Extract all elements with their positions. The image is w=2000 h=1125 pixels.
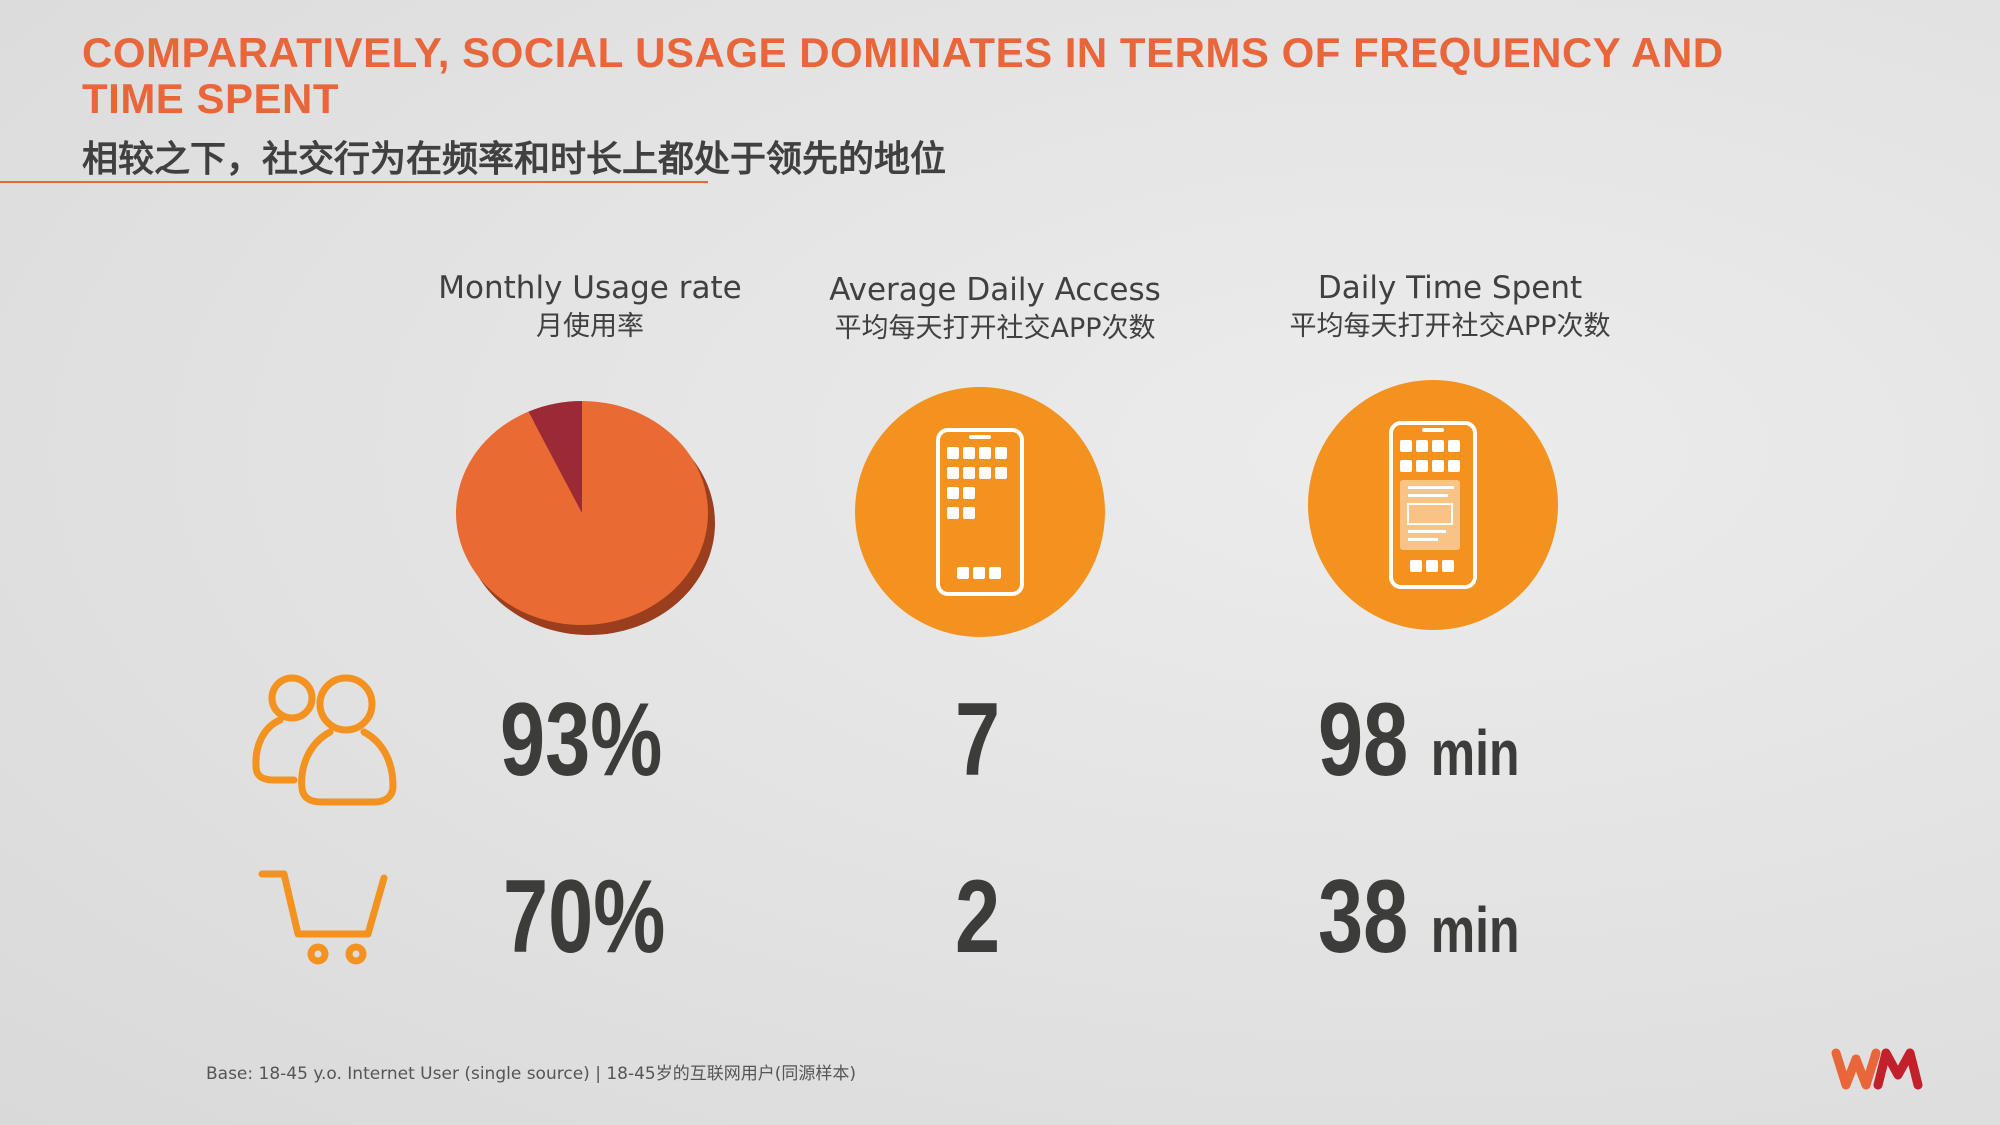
pie-slice <box>456 401 708 625</box>
base-note: Base: 18-45 y.o. Internet User (single s… <box>206 1064 856 1084</box>
title-divider <box>0 181 708 183</box>
page-title: COMPARATIVELY, SOCIAL USAGE DOMINATES IN… <box>82 29 1724 122</box>
page-subtitle: 相较之下，社交行为在频率和时长上都处于领先的地位 <box>82 139 947 180</box>
time-spent-social: 98 min <box>1318 685 1520 808</box>
daily-access-shopping: 2 <box>955 859 1001 975</box>
phone-content-glyph <box>1389 421 1477 589</box>
column-title-cn: 平均每天打开社交APP次数 <box>1289 311 1611 342</box>
column-title-cn: 平均每天打开社交APP次数 <box>834 313 1156 344</box>
phone-apps-icon <box>855 387 1105 637</box>
phone-content-icon <box>1308 380 1558 630</box>
users-icon <box>252 674 397 806</box>
column-title-en: Daily Time Spent <box>1317 270 1583 306</box>
column-title-cn: 月使用率 <box>536 311 644 342</box>
time-spent-unit: min <box>1430 894 1520 966</box>
pie-slices <box>456 401 708 625</box>
pie-slice <box>528 401 582 513</box>
shopping-cart-icon <box>258 870 388 965</box>
wm-logo <box>1831 1048 1923 1090</box>
time-spent-value: 98 <box>1318 682 1409 798</box>
column-title-en: Average Daily Access <box>829 272 1161 308</box>
column-title-en: Monthly Usage rate <box>438 270 742 306</box>
daily-access-social: 7 <box>955 682 1001 798</box>
phone-apps-glyph <box>936 428 1024 596</box>
column-header-usage-rate: Monthly Usage rate 月使用率 <box>400 268 780 346</box>
usage-rate-shopping: 70% <box>503 859 666 975</box>
pie-chart-icon <box>456 401 715 635</box>
column-header-time-spent: Daily Time Spent 平均每天打开社交APP次数 <box>1245 268 1655 346</box>
column-header-daily-access: Average Daily Access 平均每天打开社交APP次数 <box>790 270 1200 348</box>
time-spent-shopping: 38 min <box>1318 862 1520 985</box>
time-spent-value: 38 <box>1318 859 1409 975</box>
time-spent-unit: min <box>1430 717 1520 789</box>
usage-rate-social: 93% <box>500 682 663 798</box>
